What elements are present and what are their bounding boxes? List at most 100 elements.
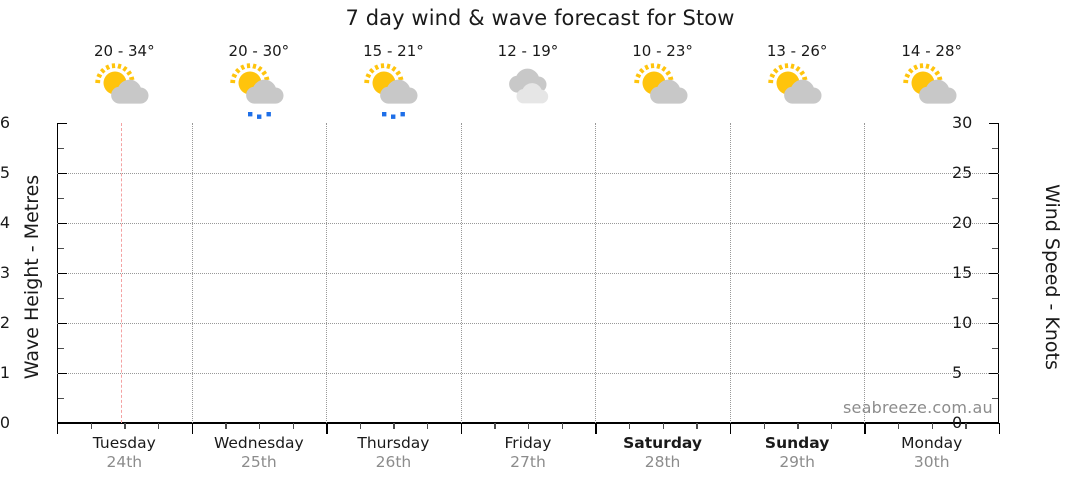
day-name: Wednesday: [213, 434, 304, 452]
axis-tick: [628, 423, 631, 429]
temperature-range: 12 - 19°: [497, 42, 559, 60]
axis-tick: [989, 323, 998, 325]
gridline-vertical: [191, 123, 193, 423]
axis-tick: [359, 423, 362, 429]
left-axis-tick-label: 3: [0, 263, 10, 282]
axis-tick: [393, 423, 395, 429]
day-date: 30th: [913, 453, 950, 471]
axis-tick: [427, 423, 429, 429]
axis-tick: [58, 398, 64, 400]
sun-behind-cloud-icon: [627, 62, 699, 120]
axis-tick: [989, 223, 998, 225]
right-axis-tick-label: 30: [952, 113, 973, 132]
axis-tick: [292, 423, 294, 429]
axis-tick: [729, 423, 732, 434]
axis-tick: [494, 423, 496, 429]
axis-tick: [58, 223, 67, 225]
day-label-friday: Friday 27th: [461, 434, 596, 472]
sun-behind-cloud-icon: [88, 62, 160, 120]
gridline-vertical: [864, 123, 866, 423]
gridline-horizontal: [57, 223, 999, 224]
temperature-range: 20 - 34°: [93, 42, 155, 60]
day-label-thursday: Thursday 26th: [326, 434, 461, 472]
gridline-vertical: [460, 123, 462, 423]
day-name: Tuesday: [92, 434, 156, 452]
temperature-range: 10 - 23°: [632, 42, 693, 60]
axis-tick: [989, 373, 998, 375]
axis-tick: [992, 398, 998, 400]
axis-tick: [124, 423, 126, 429]
axis-tick: [989, 273, 998, 275]
axis-tick: [999, 423, 1001, 434]
gridline-vertical: [595, 123, 597, 423]
watermark: seabreeze.com.au: [843, 398, 993, 417]
bottom-axis-line: [57, 422, 999, 424]
axis-tick: [58, 423, 67, 425]
day-date: 25th: [241, 453, 277, 471]
day-date: 24th: [106, 453, 143, 471]
right-axis-tick-label: 5: [952, 363, 963, 382]
left-axis-tick-label: 5: [0, 163, 10, 182]
axis-tick: [58, 148, 64, 150]
left-axis-tick-label: 4: [0, 213, 10, 232]
day-label-saturday: Saturday 28th: [595, 434, 730, 472]
axis-tick: [58, 373, 67, 375]
axis-tick: [58, 273, 67, 275]
axis-tick: [157, 423, 160, 429]
axis-tick: [460, 423, 463, 434]
axis-tick: [258, 423, 261, 429]
day-date: 27th: [510, 453, 546, 471]
axis-tick: [797, 423, 799, 429]
axis-tick: [931, 423, 934, 429]
gridline-horizontal: [57, 273, 999, 274]
sun-behind-rain-cloud-icon: [357, 62, 429, 120]
day-date: 28th: [644, 453, 681, 471]
temperature-range: 14 - 28°: [901, 42, 963, 60]
axis-tick: [992, 198, 998, 200]
axis-tick: [191, 423, 193, 434]
axis-tick: [992, 248, 998, 250]
axis-tick: [830, 423, 833, 429]
axis-tick: [965, 423, 967, 429]
sun-behind-rain-cloud-icon: [223, 62, 295, 120]
axis-tick: [326, 423, 328, 434]
axis-tick: [763, 423, 765, 429]
axis-tick: [561, 423, 564, 429]
left-axis-tick-label: 6: [0, 113, 10, 132]
day-date: 26th: [375, 453, 412, 471]
sun-behind-cloud-icon: [896, 62, 968, 120]
current-time-marker: [121, 123, 122, 423]
axis-tick: [58, 348, 64, 350]
right-axis-title: Wind Speed - Knots: [1041, 184, 1063, 370]
temperature-range: 15 - 21°: [363, 42, 424, 60]
day-label-sunday: Sunday 29th: [730, 434, 865, 472]
axis-tick: [58, 198, 64, 200]
axis-tick: [225, 423, 227, 429]
gridline-horizontal: [57, 323, 999, 324]
axis-tick: [528, 423, 530, 429]
left-axis-tick-label: 2: [0, 313, 10, 332]
overcast-clouds-icon: [492, 62, 564, 120]
right-axis-tick-label: 25: [952, 163, 973, 182]
axis-tick: [992, 348, 998, 350]
axis-tick: [989, 123, 998, 125]
axis-tick: [57, 423, 59, 434]
day-date: 29th: [779, 453, 815, 471]
axis-tick: [992, 148, 998, 150]
axis-tick: [992, 298, 998, 300]
right-axis-tick-label: 10: [952, 313, 973, 332]
temperature-range: 20 - 30°: [228, 42, 290, 60]
day-name: Monday: [901, 434, 963, 452]
day-name: Thursday: [357, 434, 430, 452]
gridline-vertical: [326, 123, 328, 423]
axis-tick: [898, 423, 900, 429]
left-axis-title: Wave Height - Metres: [21, 174, 43, 380]
axis-tick: [58, 248, 64, 250]
temperature-range: 13 - 26°: [766, 42, 828, 60]
axis-tick: [662, 423, 664, 429]
sun-behind-cloud-icon: [761, 62, 833, 120]
axis-tick: [58, 123, 67, 125]
left-axis-tick-label: 1: [0, 363, 10, 382]
right-axis-tick-label: 0: [952, 413, 963, 432]
axis-tick: [864, 423, 866, 434]
